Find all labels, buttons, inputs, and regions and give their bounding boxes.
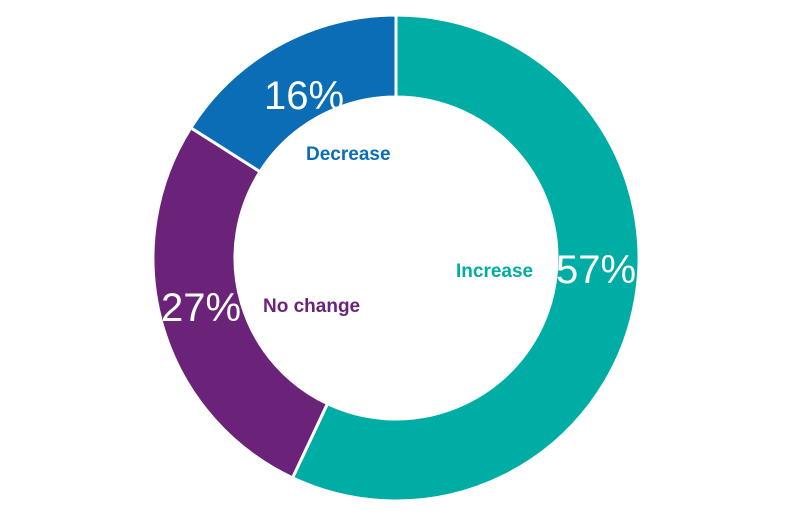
category-label-decrease: Decrease [306, 144, 391, 165]
slice-label-decrease-value: 16% [264, 74, 345, 118]
donut-slice-no-change [151, 125, 330, 480]
category-label-no-change: No change [263, 296, 361, 317]
donut-slice-increase [290, 13, 641, 503]
slice-label-increase-value: 57% [556, 248, 637, 292]
category-label-increase: Increase [456, 261, 534, 282]
slice-label-no-change-value: 27% [161, 286, 242, 330]
donut-slice-decrease [188, 13, 398, 174]
